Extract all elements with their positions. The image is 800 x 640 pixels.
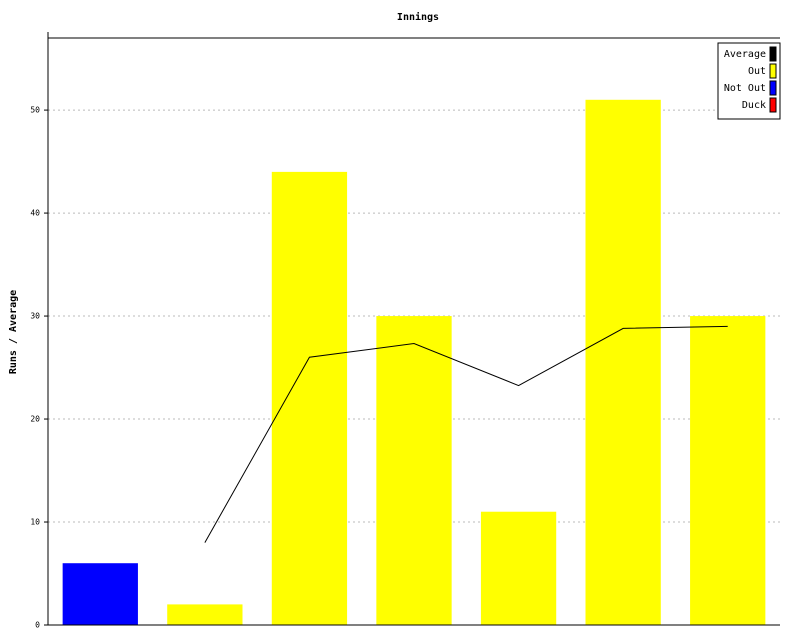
legend-label: Average: [724, 49, 766, 60]
legend-swatch: [769, 63, 777, 79]
average-line: [204, 325, 728, 543]
bar: [376, 316, 452, 625]
chart-title: Innings: [397, 11, 439, 23]
y-tick-label: 50: [30, 106, 40, 115]
legend-swatch: [769, 46, 777, 62]
bar: [62, 563, 138, 625]
bar: [167, 604, 243, 625]
y-tick-label: 20: [30, 415, 40, 424]
legend-swatch: [769, 97, 777, 113]
legend-swatch: [769, 80, 777, 96]
y-tick-label: 0: [35, 621, 40, 630]
legend-label: Duck: [742, 100, 766, 111]
y-tick-label: 30: [30, 312, 40, 321]
bar: [690, 316, 766, 625]
bar: [480, 511, 557, 625]
y-axis-label: Runs / Average: [8, 290, 19, 374]
legend: Average Out Not Out Duck: [717, 42, 781, 120]
legend-label: Not Out: [724, 83, 766, 94]
y-tick-label: 40: [30, 209, 40, 218]
legend-label: Out: [748, 66, 766, 77]
y-tick-label: 10: [30, 518, 40, 527]
bar: [271, 171, 348, 625]
bar: [585, 99, 661, 625]
